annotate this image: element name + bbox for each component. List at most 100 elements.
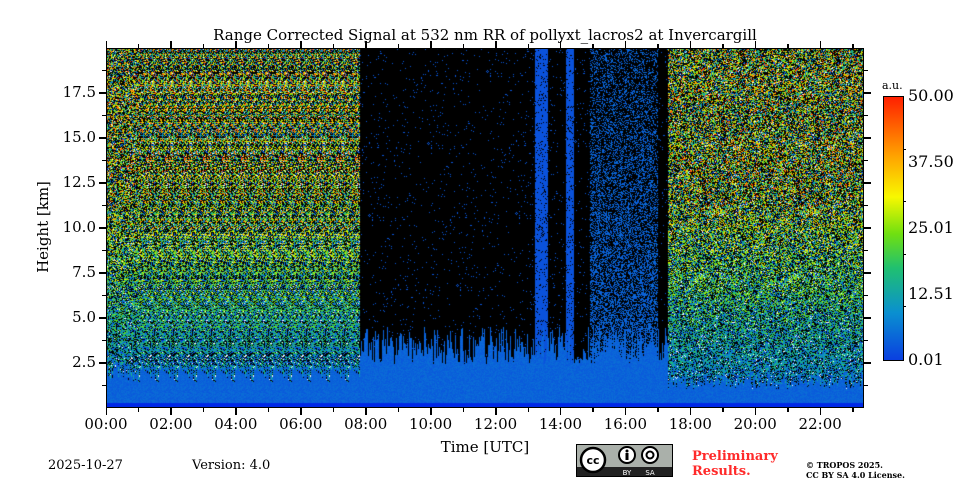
x-tick [527,408,529,412]
preliminary-notice: Preliminary Results. [692,449,778,479]
x-tick [722,408,724,412]
y-tick-label: 12.5 [62,173,96,191]
x-tick-label: 06:00 [279,415,323,433]
x-tick-top [397,44,400,48]
cc-by-sa-icon: cc BY SA [577,446,672,477]
y-minor-tick [102,250,106,251]
plot-frame [106,48,864,408]
y-tick [99,182,106,184]
colorbar-label: 12.51 [908,284,954,303]
y-tick [99,92,106,94]
x-tick-label: 22:00 [798,415,842,433]
x-tick [235,408,237,415]
x-tick-top [365,41,367,48]
x-tick [202,408,205,412]
x-tick [170,408,172,415]
colorbar-label: 0.01 [908,350,944,369]
y-tick-right [864,317,871,319]
colorbar-tick [902,253,906,255]
chart-title: Range Corrected Signal at 532 nm RR of p… [213,26,757,44]
y-tick-label: 17.5 [62,83,96,101]
y-tick-label: 15.0 [62,128,96,146]
y-minor-tick-right [864,250,868,251]
x-tick-top [462,44,465,48]
y-tick-right [864,137,871,139]
x-tick-label: 16:00 [603,415,647,433]
x-tick-top [267,44,270,48]
x-tick-top [754,41,757,48]
x-tick-label: 02:00 [149,415,193,433]
y-minor-tick-right [864,205,868,206]
copyright-line: CC BY SA 4.0 License. [806,470,905,480]
x-tick-top [170,41,172,48]
y-minor-tick-right [864,295,868,296]
version-label: Version: 4.0 [192,458,271,473]
x-tick-label: 00:00 [84,415,128,433]
x-tick [430,408,432,415]
y-tick [99,137,106,139]
colorbar-unit: a.u. [882,79,903,92]
x-tick [462,408,465,412]
x-tick-top [495,41,497,48]
y-tick-label: 7.5 [72,263,96,281]
y-tick-right [864,92,871,94]
y-minor-tick [102,385,106,386]
x-tick-label: 04:00 [214,415,258,433]
colorbar-tick [902,201,906,203]
x-tick-label: 10:00 [409,415,453,433]
y-tick-label: 5.0 [72,308,96,326]
x-tick [689,408,692,415]
x-tick [852,408,854,412]
x-tick-top [202,44,205,48]
prelim-line: Preliminary [692,449,778,464]
x-tick [624,408,627,415]
x-tick [495,408,497,415]
x-tick-top [819,41,822,48]
x-tick [105,408,107,415]
y-minor-tick [102,340,106,341]
x-tick [592,408,594,412]
colorbar-label: 25.01 [908,218,954,237]
svg-text:cc: cc [586,454,599,467]
y-minor-tick [102,160,106,161]
y-tick-right [864,227,871,229]
y-tick-label: 10.0 [62,218,96,236]
y-minor-tick-right [864,70,868,71]
colorbar-tick [902,306,906,308]
x-tick-label: 18:00 [668,415,712,433]
x-tick [754,408,757,415]
x-tick-top [105,41,107,48]
x-tick-top [559,41,562,48]
colorbar-label: 37.50 [908,152,954,171]
y-tick [99,227,106,229]
cc-license-logo: cc BY SA [576,444,673,477]
x-tick-top [689,41,692,48]
y-tick-right [864,272,871,274]
heatmap-canvas [106,48,864,408]
y-minor-tick [102,70,106,71]
x-tick-top [722,44,724,48]
x-axis-label: Time [UTC] [440,438,530,456]
copyright-line: © TROPOS 2025. [806,460,883,470]
x-tick [267,408,270,412]
x-tick [332,408,335,412]
x-tick-top [430,41,432,48]
x-tick-top [137,44,140,48]
y-minor-tick-right [864,115,868,116]
y-tick [99,362,106,364]
prelim-line: Results. [692,464,751,479]
x-tick-top [300,41,302,48]
x-tick-top [657,44,659,48]
y-minor-tick-right [864,160,868,161]
x-tick-top [624,41,627,48]
y-minor-tick [102,205,106,206]
x-tick-label: 12:00 [473,415,518,433]
y-tick-label: 2.5 [72,353,96,371]
x-tick-label: 14:00 [538,415,583,433]
y-tick-right [864,182,871,184]
y-minor-tick-right [864,340,868,341]
y-minor-tick-right [864,385,868,386]
x-tick [300,408,302,415]
colorbar-label: 50.00 [908,86,954,105]
y-tick-right [864,362,871,364]
